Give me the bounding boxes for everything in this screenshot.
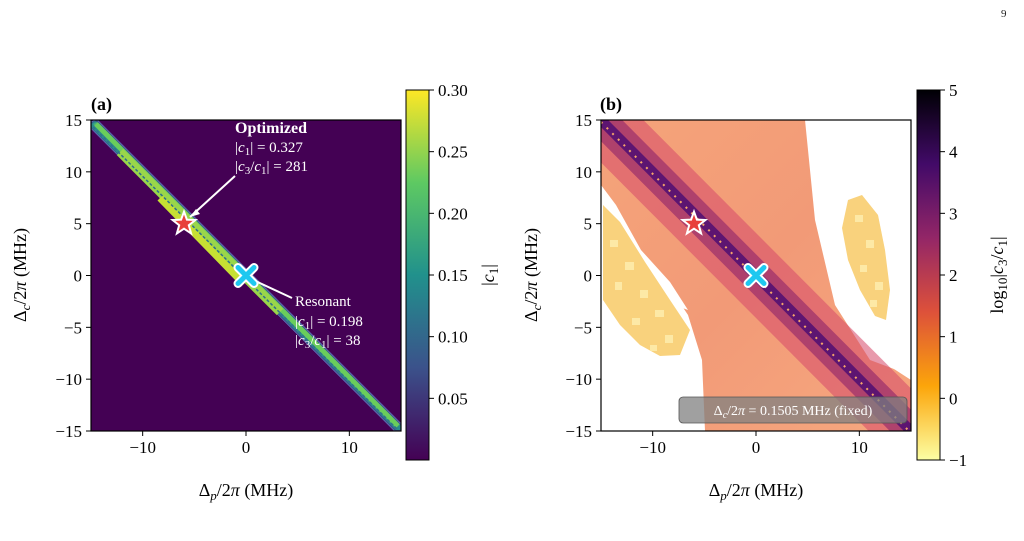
- optimized-annotation-c1: |c1| = 0.327: [235, 140, 303, 158]
- axes-b-xlabel: Δp/2π (MHz): [709, 480, 804, 503]
- resonant-annotation-ratio: |c3/c1| = 38: [295, 333, 361, 351]
- optimized-annotation-ratio: |c3/c1| = 281: [235, 159, 308, 177]
- colorbar-tick-label: 0: [949, 389, 958, 408]
- colorbar-tick-label: 0.20: [438, 204, 468, 223]
- colorbar-tick-label: 4: [949, 143, 958, 162]
- panel-b-label: (b): [600, 94, 622, 115]
- panel-b: (b): [521, 81, 1010, 503]
- y-tick-label: −5: [574, 318, 592, 337]
- y-tick-label: 5: [584, 215, 593, 234]
- colorbar-b: [916, 89, 941, 461]
- fixed-note-box: [678, 396, 908, 424]
- y-tick-label: −15: [55, 422, 82, 441]
- y-tick-label: −5: [64, 318, 82, 337]
- colorbar-tick-label: 2: [949, 266, 958, 285]
- optimized-annotation-title: Optimized: [235, 120, 307, 137]
- resonant-x-marker: [233, 263, 259, 288]
- y-tick-label: 15: [65, 111, 82, 130]
- panel-a-label: (a): [91, 94, 112, 115]
- axes-a-ylabel: Δc/2π (MHz): [10, 228, 33, 322]
- colorbar-tick-label: 0.25: [438, 143, 468, 162]
- y-tick-label: −10: [55, 370, 82, 389]
- x-tick-label: 10: [851, 438, 868, 457]
- resonant-x-marker: [743, 263, 769, 288]
- page-number: 9: [1001, 8, 1007, 20]
- colorbar-tick-label: 3: [949, 204, 958, 223]
- x-tick-label: −10: [639, 438, 666, 457]
- axes-a-ticks: −10 0 10 −15 −10 −5 0 5 10 15: [55, 111, 357, 457]
- colorbar-a-ticks: 0.05 0.10 0.15 0.20 0.25 0.30: [429, 81, 468, 408]
- colorbar-a: [405, 89, 430, 461]
- y-tick-label: 5: [74, 215, 83, 234]
- y-tick-label: 10: [575, 163, 592, 182]
- axes-a-xlabel: Δp/2π (MHz): [199, 480, 294, 503]
- colorbar-tick-label: 1: [949, 328, 958, 347]
- optimized-annotation-arrow: [189, 175, 236, 218]
- colorbar-tick-label: 0.10: [438, 328, 468, 347]
- x-tick-label: 10: [341, 438, 358, 457]
- optimized-star-marker: [169, 208, 199, 236]
- optimized-annotation-arrowhead: [190, 209, 200, 217]
- colorbar-tick-label: 0.05: [438, 389, 468, 408]
- resonant-annotation-title: Resonant: [295, 294, 352, 310]
- y-tick-label: 0: [584, 267, 593, 286]
- resonant-annotation-c1: |c1| = 0.198: [295, 314, 363, 332]
- colorbar-tick-label: 5: [949, 81, 958, 100]
- colorbar-a-label: |c1|: [478, 264, 501, 286]
- y-tick-label: −15: [565, 422, 592, 441]
- axes-b-ticks: −10 0 10 −15 −10 −5 0 5 10 15: [565, 111, 867, 457]
- y-tick-label: 0: [74, 267, 83, 286]
- colorbar-tick-label: −1: [949, 451, 967, 470]
- fixed-note: Δc/2π = 0.1505 MHz (fixed): [714, 404, 873, 421]
- markers-a: [169, 208, 259, 288]
- colorbar-b-label: log10|c3/c1|: [987, 236, 1010, 313]
- colorbar-tick-label: 0.15: [438, 266, 468, 285]
- y-tick-label: 15: [575, 111, 592, 130]
- x-tick-label: −10: [129, 438, 156, 457]
- panel-a: (a) −10 0 10 −15 −10 −5 0 5 10 15 Δp/2π (MHz) Δc/…: [10, 81, 501, 503]
- x-tick-label: 0: [242, 438, 251, 457]
- markers-b: [679, 208, 769, 288]
- colorbar-b-ticks: −1 0 1 2 3 4 5: [940, 81, 967, 470]
- axes-b-ylabel: Δc/2π (MHz): [521, 228, 544, 322]
- y-tick-label: −10: [565, 370, 592, 389]
- y-tick-label: 10: [65, 163, 82, 182]
- x-tick-label: 0: [752, 438, 761, 457]
- colorbar-tick-label: 0.30: [438, 81, 468, 100]
- optimized-star-marker: [679, 208, 709, 236]
